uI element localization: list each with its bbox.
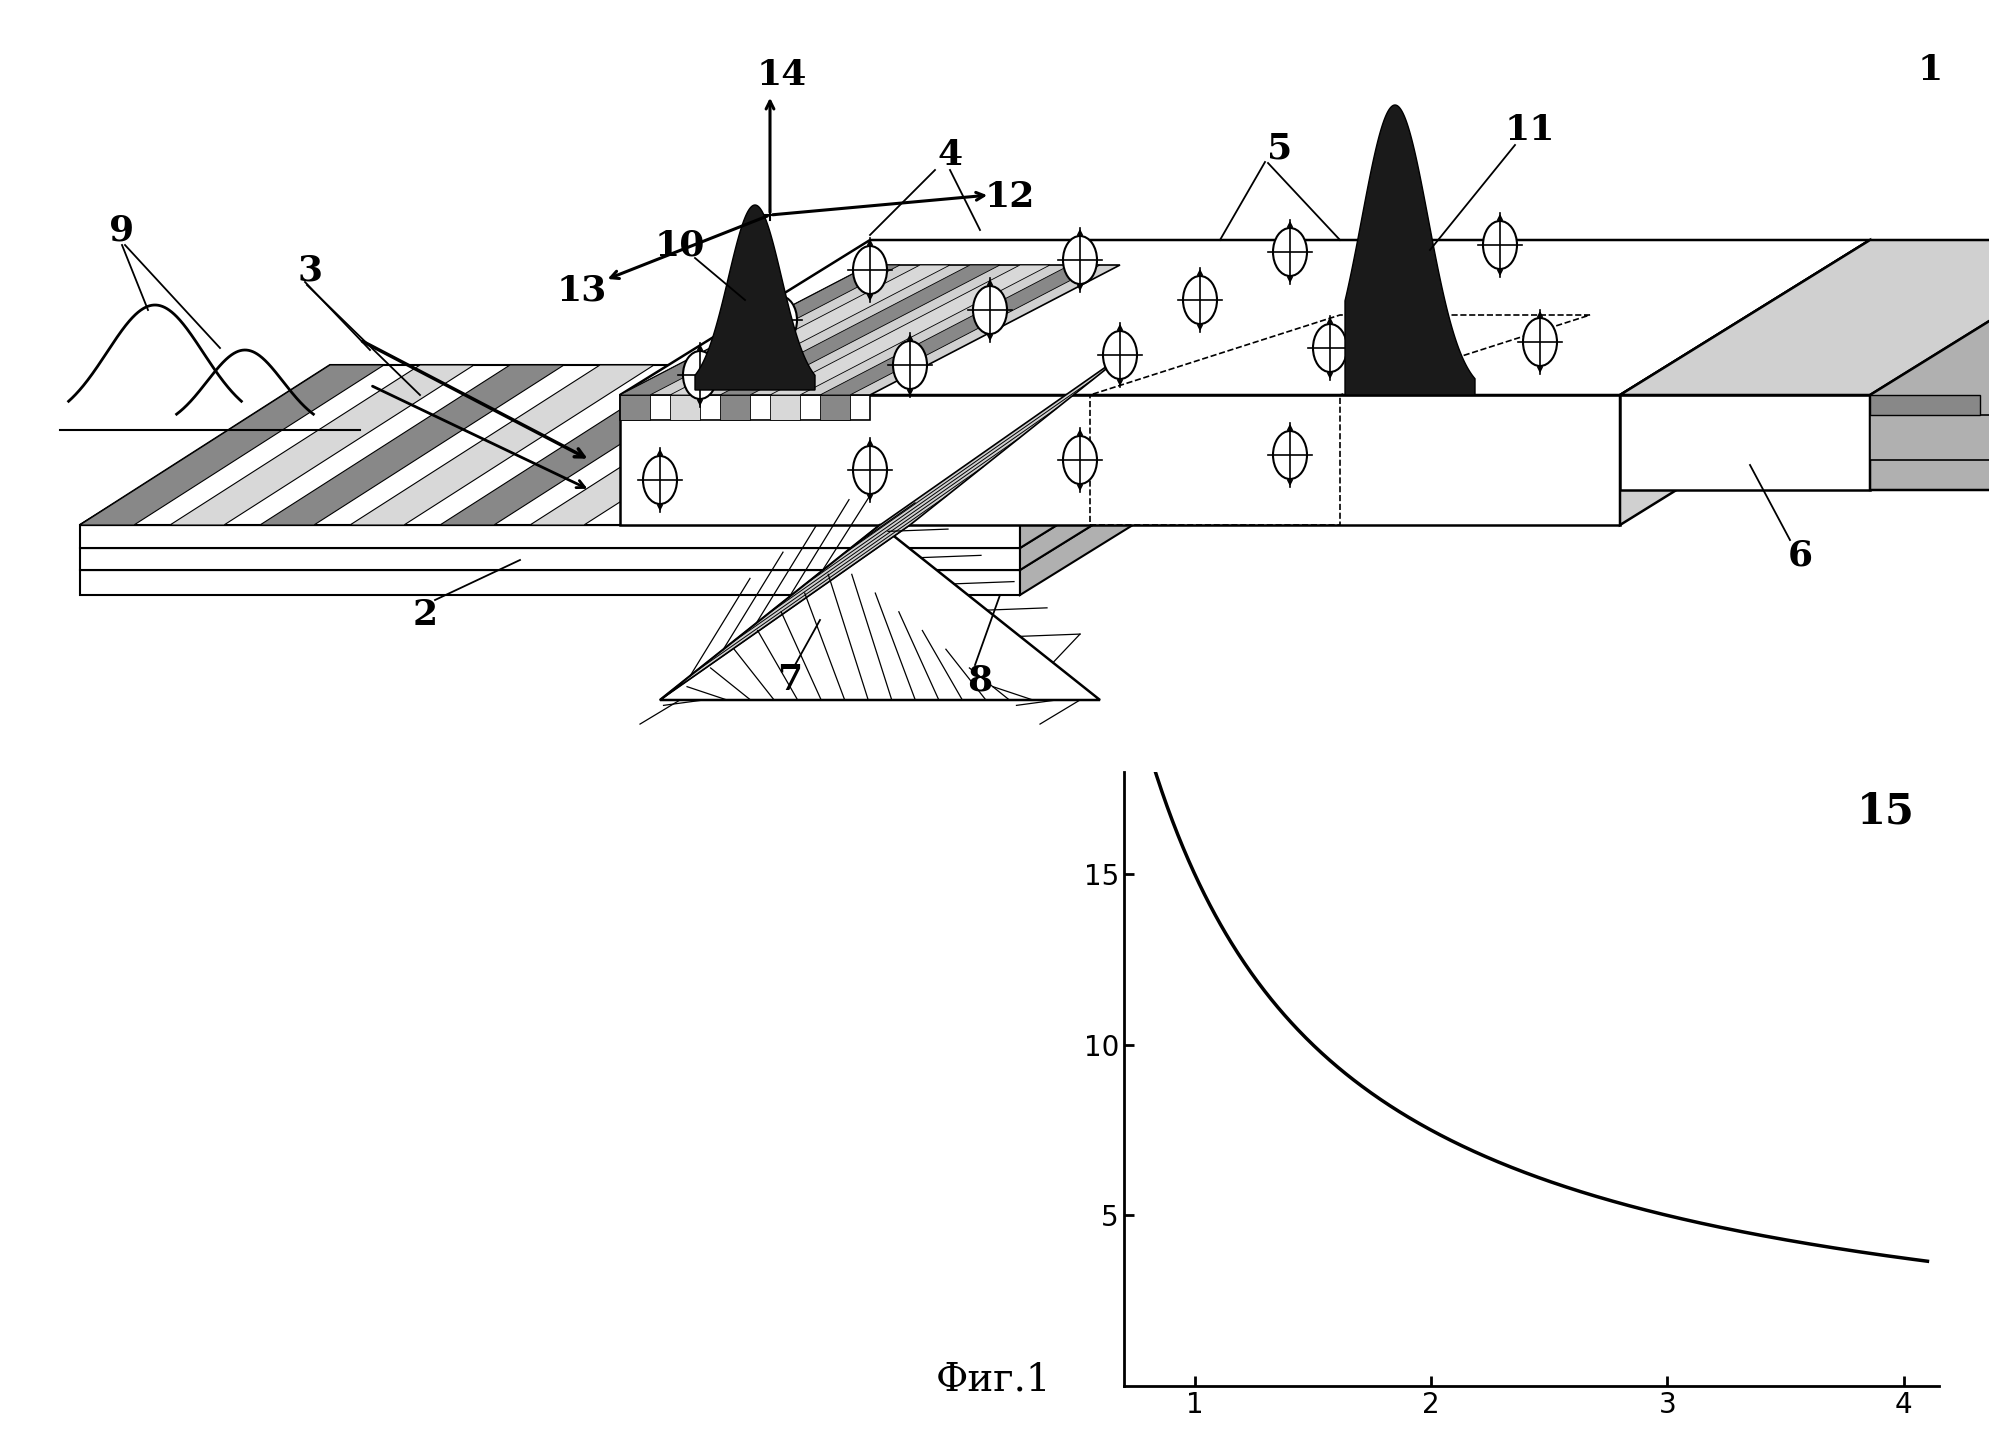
Polygon shape — [80, 393, 1271, 547]
Ellipse shape — [1392, 269, 1426, 317]
Polygon shape — [261, 364, 565, 524]
Polygon shape — [621, 264, 1120, 394]
Polygon shape — [720, 264, 1000, 394]
Polygon shape — [660, 524, 1100, 700]
Polygon shape — [670, 264, 951, 394]
Ellipse shape — [1062, 436, 1098, 484]
Polygon shape — [1870, 394, 1979, 414]
Polygon shape — [1020, 414, 1271, 594]
Polygon shape — [1020, 370, 1271, 547]
Text: 2: 2 — [412, 597, 438, 632]
Polygon shape — [80, 364, 384, 524]
Polygon shape — [1870, 414, 1989, 460]
Ellipse shape — [893, 342, 927, 389]
Polygon shape — [621, 394, 1619, 524]
Ellipse shape — [1484, 221, 1518, 269]
Polygon shape — [819, 264, 1100, 394]
Polygon shape — [1619, 240, 1989, 394]
Polygon shape — [1345, 104, 1476, 394]
Polygon shape — [621, 264, 899, 394]
Ellipse shape — [1313, 324, 1347, 372]
Text: Фиг.1: Фиг.1 — [937, 1362, 1052, 1399]
Polygon shape — [694, 204, 815, 390]
Polygon shape — [720, 394, 750, 420]
Ellipse shape — [1062, 236, 1098, 284]
Ellipse shape — [1273, 229, 1307, 276]
Polygon shape — [80, 547, 1020, 570]
Polygon shape — [621, 394, 869, 420]
Polygon shape — [80, 364, 869, 524]
Polygon shape — [80, 570, 1020, 594]
Polygon shape — [440, 364, 744, 524]
Text: 13: 13 — [557, 273, 607, 307]
Text: 9: 9 — [109, 213, 135, 247]
Ellipse shape — [764, 296, 798, 344]
Polygon shape — [1870, 240, 1989, 490]
Text: 15: 15 — [1858, 790, 1915, 832]
Ellipse shape — [1524, 319, 1557, 366]
Polygon shape — [1020, 393, 1271, 570]
Text: 6: 6 — [1788, 537, 1812, 572]
Ellipse shape — [853, 446, 887, 494]
Ellipse shape — [1104, 332, 1138, 379]
Polygon shape — [169, 364, 473, 524]
Polygon shape — [1619, 394, 1870, 490]
Text: 5: 5 — [1267, 131, 1293, 164]
Ellipse shape — [973, 286, 1006, 334]
Text: 7: 7 — [778, 663, 804, 697]
Ellipse shape — [1273, 432, 1307, 479]
Polygon shape — [1619, 240, 1870, 524]
Text: 11: 11 — [1506, 113, 1555, 147]
Text: 1: 1 — [1917, 53, 1943, 87]
Polygon shape — [770, 264, 1050, 394]
Polygon shape — [350, 364, 654, 524]
Ellipse shape — [642, 456, 676, 504]
Polygon shape — [770, 394, 800, 420]
Polygon shape — [80, 414, 1271, 570]
Text: 8: 8 — [967, 663, 993, 697]
Ellipse shape — [853, 246, 887, 294]
Text: 3: 3 — [298, 253, 322, 287]
Polygon shape — [819, 394, 849, 420]
Polygon shape — [621, 240, 1870, 394]
Polygon shape — [670, 394, 700, 420]
Polygon shape — [80, 524, 1020, 547]
Ellipse shape — [1183, 276, 1217, 324]
Polygon shape — [80, 370, 1271, 524]
Text: 12: 12 — [985, 180, 1034, 214]
Text: 14: 14 — [756, 59, 808, 91]
Text: 10: 10 — [654, 229, 706, 262]
Text: 4: 4 — [937, 139, 963, 171]
Polygon shape — [529, 364, 833, 524]
Polygon shape — [621, 394, 650, 420]
Ellipse shape — [682, 352, 716, 399]
Polygon shape — [660, 350, 1130, 700]
